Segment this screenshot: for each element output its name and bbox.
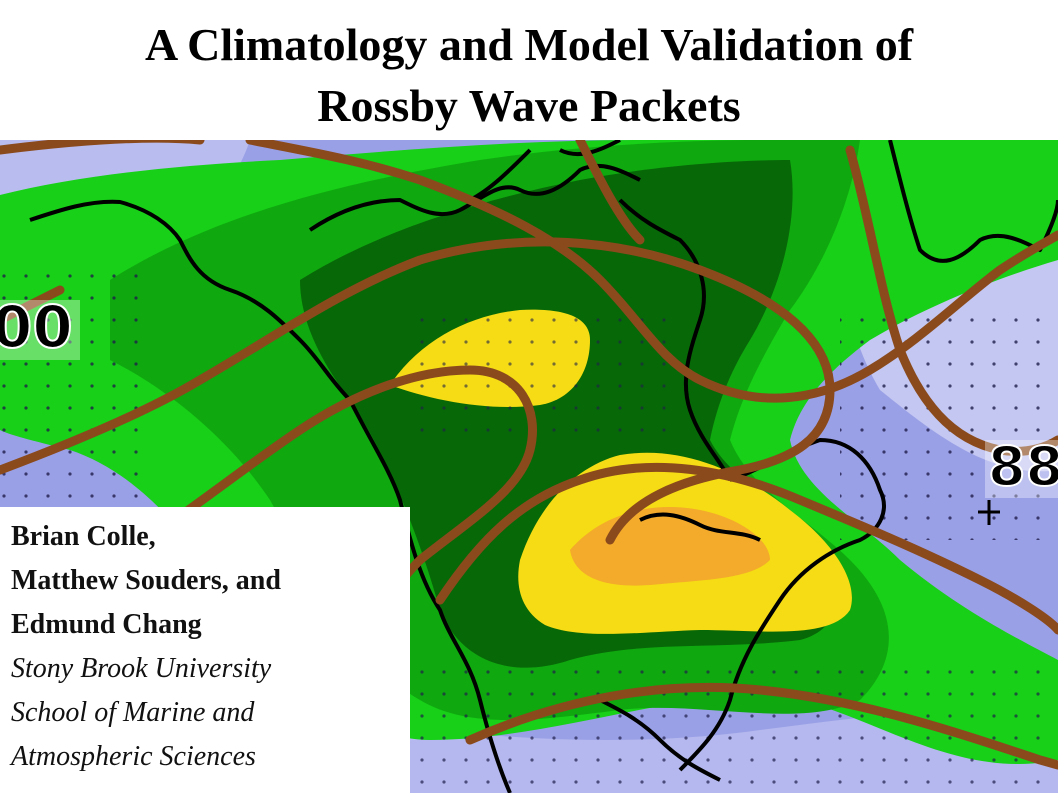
author-line-3: Edmund Chang (11, 609, 202, 640)
author-line-2: Matthew Souders, and (11, 565, 281, 596)
label-88-backdrop (985, 440, 1058, 498)
author-line-1: Brian Colle, (11, 521, 156, 552)
title-line-2: Rossby Wave Packets (317, 80, 741, 131)
title-line-1: A Climatology and Model Validation of (144, 19, 914, 70)
stipple-south (420, 660, 1058, 793)
contour-label-88: 88 (988, 435, 1058, 498)
contour-tick-plus (978, 500, 1000, 525)
contour-label-00: 00 (0, 293, 73, 361)
slide-title: A Climatology and Model Validation of Ro… (0, 0, 1058, 140)
affiliation-line-1: Stony Brook University (11, 653, 272, 684)
affiliation-line-3: Atmospheric Sciences (11, 741, 256, 772)
label-00-backdrop (0, 300, 80, 360)
author-info-box: Brian Colle, Matthew Souders, and Edmund… (0, 507, 410, 793)
affiliation-line-2: School of Marine and (11, 697, 255, 728)
coastlines (29, 140, 1058, 793)
